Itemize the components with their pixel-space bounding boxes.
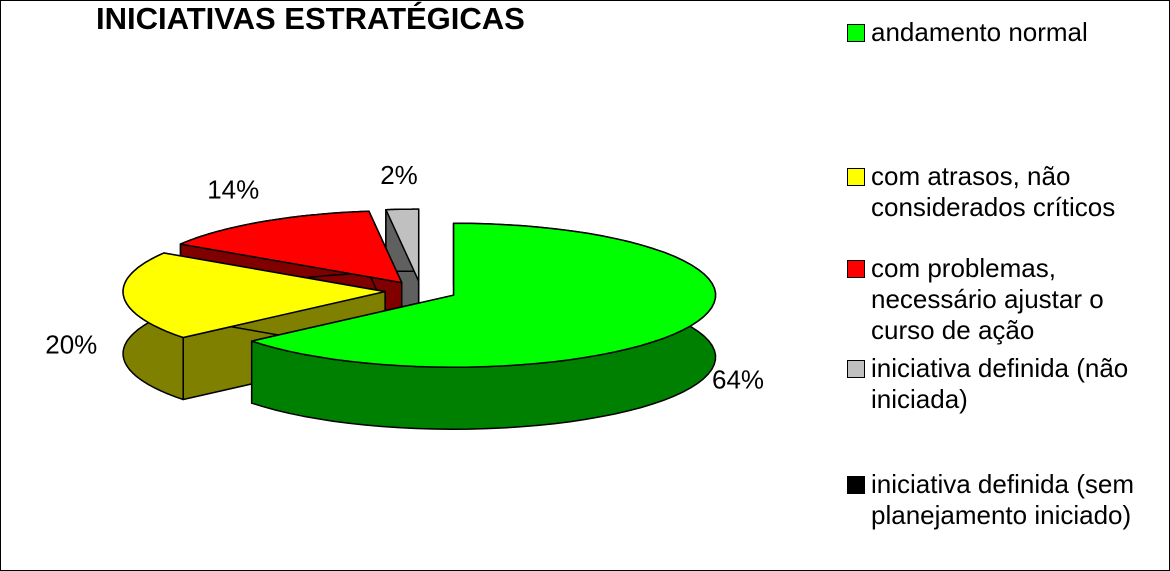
legend-swatch <box>847 24 865 42</box>
data-label: 14% <box>207 175 259 205</box>
legend-item: andamento normal <box>847 17 1165 48</box>
legend-label: iniciativa definida (sem planejamento in… <box>871 469 1135 530</box>
chart-title: INICIATIVAS ESTRATÉGICAS <box>96 1 525 36</box>
legend-swatch <box>847 168 865 186</box>
legend-swatch <box>847 360 865 378</box>
data-label: 20% <box>45 330 97 360</box>
slice-top <box>385 208 420 282</box>
slice-top <box>250 222 717 368</box>
data-label: 2% <box>380 160 418 190</box>
slice-top <box>122 252 386 339</box>
legend-item: com problemas, necessário ajustar o curs… <box>847 253 1165 346</box>
legend-label: com atrasos, não considerados críticos <box>871 161 1116 222</box>
slice-top <box>179 210 403 284</box>
legend-swatch <box>847 260 865 278</box>
legend-item: iniciativa definida (não iniciada) <box>847 353 1165 415</box>
legend-label: andamento normal <box>871 17 1088 47</box>
legend-label: iniciativa definida (não iniciada) <box>871 353 1129 414</box>
slice <box>250 222 717 430</box>
legend-swatch <box>847 476 865 494</box>
legend-item: iniciativa definida (sem planejamento in… <box>847 469 1165 531</box>
legend-item: com atrasos, não considerados críticos <box>847 161 1165 223</box>
data-label: 64% <box>712 364 764 394</box>
legend-label: com problemas, necessário ajustar o curs… <box>871 253 1104 345</box>
